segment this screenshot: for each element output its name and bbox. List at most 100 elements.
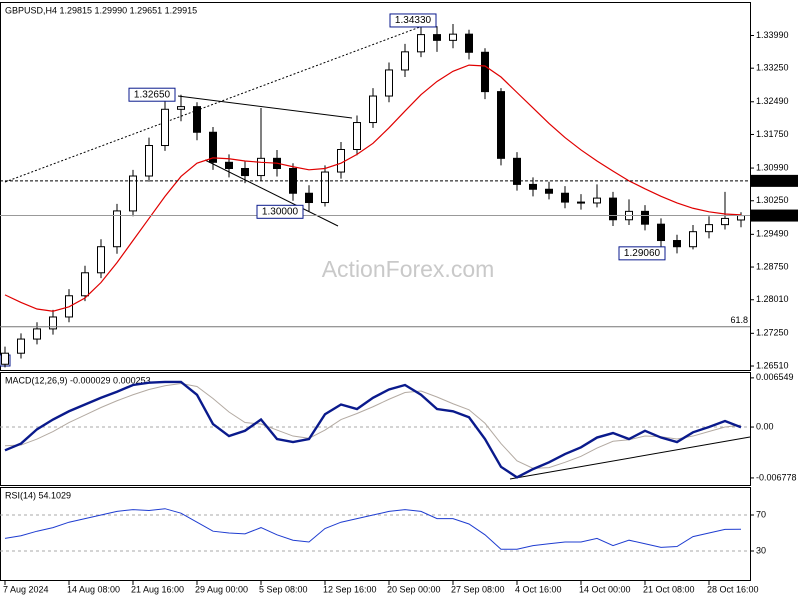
annotation-label: 1.29060 — [624, 248, 661, 259]
candle-body — [401, 51, 409, 71]
watermark: ActionForex.com — [322, 256, 495, 282]
candle-body — [241, 167, 249, 177]
candle-body — [545, 188, 553, 194]
y-tick-label: 70 — [756, 509, 766, 519]
candle-body — [449, 33, 457, 41]
x-tick-label: 14 Aug 08:00 — [67, 584, 120, 594]
x-tick-label: 20 Sep 00:00 — [387, 584, 441, 594]
macd-panel — [0, 372, 751, 486]
y-tick-label: -0.006778 — [756, 472, 797, 482]
candle-body — [257, 157, 265, 177]
candle-body — [1, 352, 9, 365]
candle-body — [161, 108, 169, 147]
y-tick-label: 1.30250 — [756, 195, 789, 205]
annotation-label: 1.34330 — [395, 15, 432, 26]
candle-body — [433, 34, 441, 41]
candle-body — [721, 217, 729, 226]
candle-body — [113, 210, 121, 248]
rsi-title: RSI(14) 54.1029 — [5, 490, 71, 500]
candle-body — [561, 192, 569, 203]
candle-body — [337, 148, 345, 173]
y-tick-label: 1.32490 — [756, 96, 789, 106]
y-tick-label: 1.29490 — [756, 229, 789, 239]
annotation-box — [389, 13, 437, 28]
candle-body — [321, 171, 329, 204]
candle-body — [609, 197, 617, 221]
y-tick-label: 1.26510 — [756, 360, 789, 370]
annotation-box — [128, 87, 176, 102]
candle-body — [193, 106, 201, 133]
rsi-panel — [0, 487, 751, 581]
x-tick-label: 5 Sep 08:00 — [259, 584, 308, 594]
annotation-box — [256, 204, 304, 219]
y-tick-label: 1.33990 — [756, 30, 789, 40]
fib-label: 61.8 — [730, 315, 748, 325]
y-tick-label: 1.28010 — [756, 294, 789, 304]
annotation-label: 1.30000 — [262, 206, 299, 217]
candle-body — [177, 106, 185, 110]
candle-body — [385, 69, 393, 97]
annotation-label: 1.32650 — [134, 89, 171, 100]
candle-body — [49, 316, 57, 330]
trend-line — [4, 23, 429, 183]
candle-body — [465, 33, 473, 53]
candle-body — [497, 91, 505, 159]
x-tick-label: 21 Oct 08:00 — [643, 584, 695, 594]
x-tick-label: 7 Aug 2024 — [3, 584, 49, 594]
y-tick-label: 1.28750 — [756, 261, 789, 271]
candle-body — [81, 272, 89, 297]
candle-body — [33, 328, 41, 340]
price-panel — [0, 2, 751, 371]
y-tick-label: 1.30990 — [756, 162, 789, 172]
candle-body — [225, 161, 233, 169]
y-tick-label: 0.006549 — [756, 372, 794, 382]
x-tick-label: 21 Aug 16:00 — [131, 584, 184, 594]
y-tick-label: 1.27250 — [756, 328, 789, 338]
trend-line — [509, 436, 751, 480]
macd-line — [4, 380, 742, 479]
candle-body — [17, 338, 25, 354]
candle-body — [369, 95, 377, 124]
candle-body — [529, 183, 537, 190]
x-tick-label: 29 Aug 00:00 — [195, 584, 248, 594]
price-level-label: 1.30700 — [756, 175, 789, 185]
price-level-box — [751, 209, 798, 222]
candle-body — [737, 215, 745, 221]
trend-line — [177, 95, 353, 119]
candle-body — [689, 231, 697, 248]
candle-body — [209, 131, 217, 163]
x-tick-label: 4 Oct 16:00 — [515, 584, 562, 594]
candle-body — [129, 175, 137, 212]
y-tick-label: 1.33250 — [756, 63, 789, 73]
x-tick-label: 14 Oct 00:00 — [579, 584, 631, 594]
y-tick-label: 0.00 — [756, 421, 774, 431]
candle-body — [97, 246, 105, 274]
price-level-box — [751, 174, 798, 187]
signal-line — [4, 382, 742, 469]
macd-title: MACD(12,26,9) -0.000029 0.000253 — [5, 375, 151, 385]
candle-body — [593, 197, 601, 204]
annotation-box — [618, 246, 666, 261]
candle-body — [641, 210, 649, 225]
price-title: GBPUSD,H4 1.29815 1.29990 1.29651 1.2991… — [5, 5, 197, 15]
candle-body — [577, 201, 585, 204]
candle-body — [673, 240, 681, 248]
candle-body — [705, 224, 713, 233]
price-level-label: 1.29915 — [756, 210, 789, 220]
rsi-line — [4, 508, 742, 550]
candle-body — [417, 34, 425, 53]
trend-line — [204, 159, 339, 227]
candle-body — [145, 145, 153, 177]
candle-body — [481, 51, 489, 93]
moving-average — [4, 64, 742, 312]
x-tick-label: 28 Oct 16:00 — [707, 584, 759, 594]
candle-body — [353, 122, 361, 150]
y-tick-label: 30 — [756, 545, 766, 555]
candle-body — [513, 157, 521, 185]
candle-body — [305, 192, 313, 204]
candle-body — [657, 223, 665, 242]
x-tick-label: 27 Sep 08:00 — [451, 584, 505, 594]
x-tick-label: 12 Sep 16:00 — [323, 584, 377, 594]
y-tick-label: 1.31750 — [756, 129, 789, 139]
